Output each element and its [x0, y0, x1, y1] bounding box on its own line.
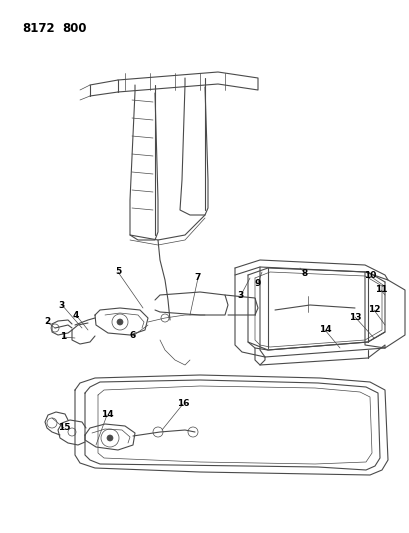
Text: 11: 11	[374, 286, 387, 295]
Text: 14: 14	[318, 326, 330, 335]
Text: 8: 8	[301, 269, 308, 278]
Text: 10: 10	[363, 271, 375, 280]
Text: 4: 4	[73, 311, 79, 319]
Text: 16: 16	[176, 400, 189, 408]
Text: 800: 800	[62, 21, 86, 35]
Text: 3: 3	[59, 301, 65, 310]
Text: 2: 2	[44, 318, 50, 327]
Text: 1: 1	[60, 333, 66, 342]
Text: 13: 13	[348, 312, 360, 321]
Text: 6: 6	[130, 332, 136, 341]
Circle shape	[117, 319, 123, 325]
Circle shape	[107, 435, 113, 441]
Text: 5: 5	[115, 268, 121, 277]
Text: 9: 9	[254, 279, 261, 287]
Text: 14: 14	[101, 410, 113, 419]
Text: 15: 15	[58, 424, 70, 432]
Text: 3: 3	[237, 290, 243, 300]
Text: 12: 12	[367, 305, 379, 314]
Text: 7: 7	[194, 273, 201, 282]
Text: 8172: 8172	[22, 21, 54, 35]
